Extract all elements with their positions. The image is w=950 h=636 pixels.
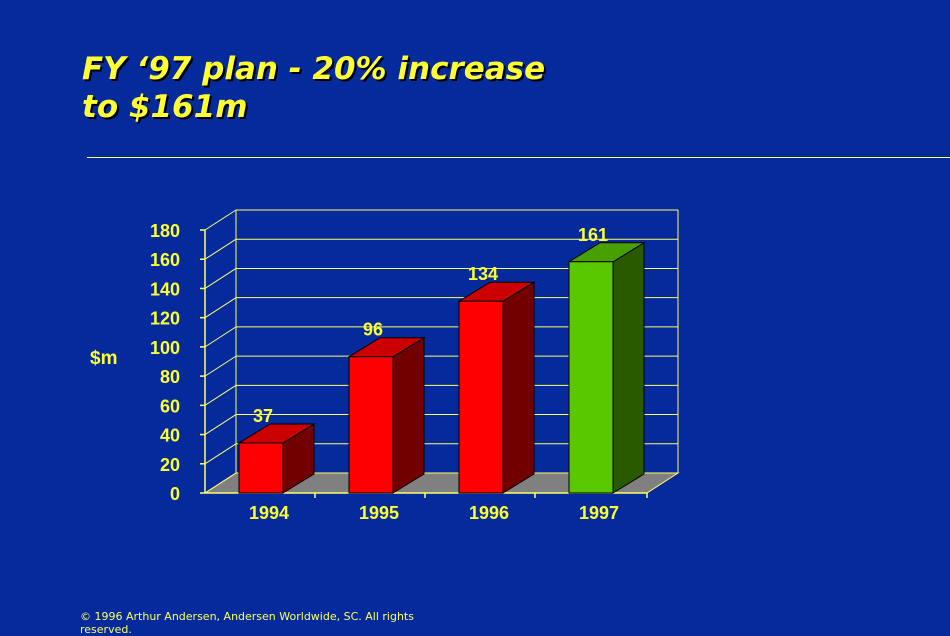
slide-title-line-1: FY ‘97 plan - 20% increase — [82, 51, 546, 87]
y-tick-label: 0 — [170, 484, 180, 504]
data-label-1994: 37 — [253, 406, 273, 426]
side-gridline-60 — [204, 384, 237, 406]
title-divider — [87, 157, 950, 158]
y-tick-label: 140 — [150, 279, 180, 299]
y-tick-label: 100 — [150, 338, 180, 358]
copyright-footer: © 1996 Arthur Andersen, Andersen Worldwi… — [80, 610, 414, 636]
y-tick-label: 120 — [150, 309, 180, 329]
x-tick-label-1996: 1996 — [469, 503, 509, 523]
y-tick-label: 60 — [160, 396, 180, 416]
bar-1995 — [348, 356, 394, 494]
side-gridline-20 — [204, 443, 237, 465]
bar-1997 — [568, 261, 614, 494]
data-label-1996: 134 — [468, 264, 498, 284]
y-tick-label: 80 — [160, 367, 180, 387]
bar-1994 — [238, 442, 284, 494]
data-label-1995: 96 — [363, 320, 383, 340]
side-gridline-40 — [204, 414, 237, 435]
side-gridline-0 — [204, 472, 237, 494]
y-tick-label: 40 — [160, 426, 180, 446]
bar-side-1996 — [502, 281, 535, 494]
side-gridline-160 — [204, 238, 237, 260]
slide-title-line-2: to $161m — [82, 89, 248, 125]
side-gridline-100 — [204, 326, 237, 348]
y-tick-label: 160 — [150, 250, 180, 270]
x-tick-label-1995: 1995 — [359, 503, 399, 523]
y-tick-label: 20 — [160, 455, 180, 475]
bar-side-1997 — [612, 241, 645, 494]
slide-title: FY ‘97 plan - 20% increase to $161m — [82, 50, 545, 126]
side-gridline-180 — [204, 209, 237, 231]
side-gridline-120 — [204, 297, 237, 319]
x-tick-label-1997: 1997 — [579, 503, 619, 523]
x-tick-label-1994: 1994 — [249, 503, 289, 523]
bar-side-1995 — [392, 336, 425, 494]
y-axis-title: $m — [90, 348, 117, 369]
side-gridline-140 — [204, 268, 237, 289]
bar-1996 — [458, 300, 504, 494]
y-tick-label: 180 — [150, 221, 180, 241]
side-gridline-80 — [204, 355, 237, 377]
data-label-1997: 161 — [578, 225, 608, 245]
